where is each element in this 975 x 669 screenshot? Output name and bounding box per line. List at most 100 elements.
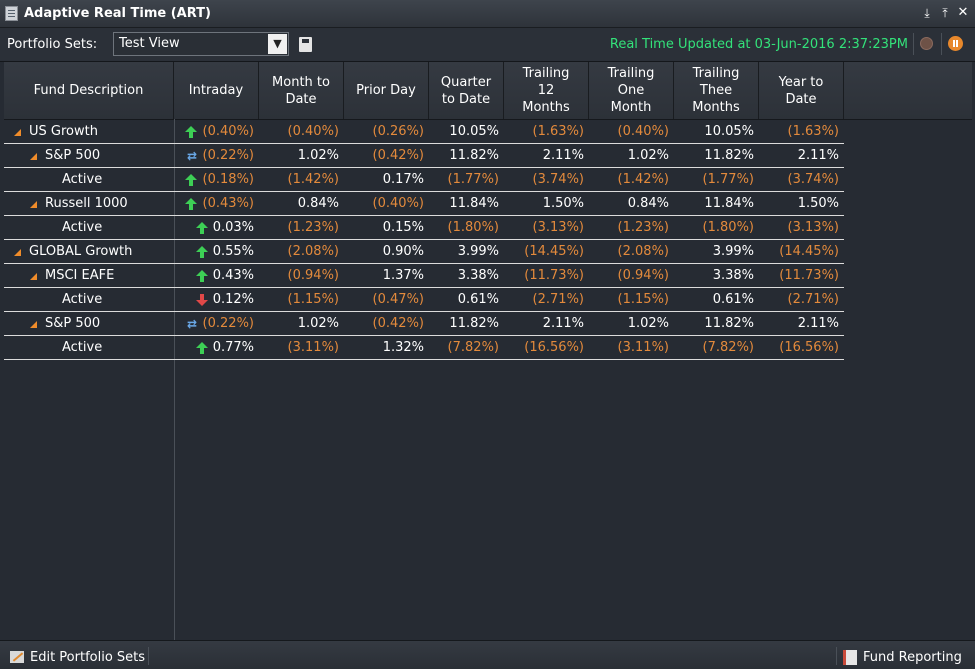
expand-triangle-icon[interactable] <box>30 153 37 160</box>
column-header[interactable]: Intraday <box>174 62 259 119</box>
column-header-label: Month to Date <box>272 74 330 107</box>
table-row[interactable]: Active (0.18%) (1.42%) 0.17% (1.77%) (3.74%) (… <box>4 168 844 192</box>
value-cell: (1.15%) <box>259 288 344 311</box>
column-header[interactable]: Trailing 12 Months <box>504 62 589 119</box>
value-cell: 1.02% <box>589 144 674 167</box>
value-cell: (0.47%) <box>344 288 429 311</box>
column-header[interactable]: Trailing Thee Months <box>674 62 759 119</box>
column-header-label: Trailing Thee Months <box>692 66 740 115</box>
table-row[interactable]: US Growth (0.40%) (0.40%) (0.26%) 10.05% (1.6… <box>4 120 844 144</box>
value-text: (1.42%) <box>617 172 669 187</box>
value-cell: (1.80%) <box>674 216 759 239</box>
fund-name: Active <box>62 292 103 307</box>
toolbar-divider <box>913 33 914 55</box>
value-text: 2.11% <box>542 148 584 163</box>
value-cell: (3.74%) <box>504 168 589 191</box>
column-header-label: Quarter to Date <box>440 74 492 107</box>
column-header[interactable]: Month to Date <box>259 62 344 119</box>
value-text: 10.05% <box>704 124 754 139</box>
pin-top-icon[interactable]: ⤒ <box>942 6 948 20</box>
calculator-icon <box>5 6 18 21</box>
value-cell: (1.23%) <box>589 216 674 239</box>
arrow-up-icon <box>185 126 197 138</box>
edit-icon[interactable] <box>10 651 24 663</box>
column-header[interactable]: Trailing One Month <box>589 62 674 119</box>
value-cell: 0.61% <box>674 288 759 311</box>
value-text: 0.03% <box>212 220 254 235</box>
value-cell: (3.11%) <box>259 336 344 359</box>
value-cell: 2.11% <box>504 144 589 167</box>
column-header[interactable]: Prior Day <box>344 62 429 119</box>
edit-portfolio-sets-button[interactable]: Edit Portfolio Sets <box>30 650 146 665</box>
table-row[interactable]: Russell 1000 (0.43%) 0.84% (0.40%) 11.84% 1.5… <box>4 192 844 216</box>
table-row[interactable]: Active 0.12% (1.15%) (0.47%) 0.61% (2.71%) (1.… <box>4 288 844 312</box>
expand-triangle-icon[interactable] <box>30 273 37 280</box>
value-text: (1.42%) <box>287 172 339 187</box>
value-cell: (0.26%) <box>344 120 429 143</box>
value-text: (1.15%) <box>617 292 669 307</box>
table-row[interactable]: Active 0.03% (1.23%) 0.15% (1.80%) (3.13%) (1.… <box>4 216 844 240</box>
fund-description-cell: MSCI EAFE <box>4 264 174 287</box>
value-cell: 0.55% <box>174 240 259 263</box>
close-icon[interactable]: ✕ <box>957 5 969 20</box>
footer-divider <box>148 647 149 665</box>
fund-reporting-button[interactable]: Fund Reporting <box>863 650 962 665</box>
value-cell: 0.15% <box>344 216 429 239</box>
value-text: 2.11% <box>797 316 839 331</box>
value-cell: 10.05% <box>429 120 504 143</box>
value-text: 0.77% <box>212 340 254 355</box>
portfolio-set-dropdown[interactable]: Test View ▼ <box>113 32 289 56</box>
value-cell: (0.40%) <box>589 120 674 143</box>
value-text: 1.02% <box>627 316 669 331</box>
fund-name: Active <box>62 340 103 355</box>
pause-button[interactable] <box>948 36 963 51</box>
fund-description-cell: GLOBAL Growth <box>4 240 174 263</box>
fund-name: S&P 500 <box>45 148 101 163</box>
report-icon[interactable] <box>843 650 857 665</box>
expand-triangle-icon[interactable] <box>14 129 21 136</box>
value-text: 11.84% <box>449 196 499 211</box>
table-row[interactable]: S&P 500 ⇄ (0.22%) 1.02% (0.42%) 11.82% 2.11% 1.… <box>4 312 844 336</box>
value-text: (3.13%) <box>787 220 839 235</box>
value-cell: 1.02% <box>259 312 344 335</box>
save-icon[interactable] <box>299 37 312 52</box>
value-text: (7.82%) <box>447 340 499 355</box>
table-row[interactable]: MSCI EAFE 0.43% (0.94%) 1.37% 3.38% (11.73%) (… <box>4 264 844 288</box>
download-icon[interactable]: ⤓ <box>924 6 930 20</box>
value-text: 11.82% <box>449 148 499 163</box>
value-text: 10.05% <box>449 124 499 139</box>
fund-name: Active <box>62 172 103 187</box>
table-row[interactable]: Active 0.77% (3.11%) 1.32% (7.82%) (16.56%) (3… <box>4 336 844 360</box>
value-text: (3.11%) <box>287 340 339 355</box>
value-text: (1.23%) <box>287 220 339 235</box>
column-header[interactable]: Quarter to Date <box>429 62 504 119</box>
fund-grid: Fund Description Intraday Month to Date Prio… <box>4 62 973 640</box>
value-cell: (0.42%) <box>344 312 429 335</box>
fund-description-cell: Active <box>4 168 174 191</box>
value-text: (1.77%) <box>702 172 754 187</box>
column-header[interactable]: Year to Date <box>759 62 844 119</box>
column-header[interactable]: Fund Description <box>4 62 174 119</box>
refresh-icon: ⇄ <box>186 149 197 163</box>
expand-triangle-icon[interactable] <box>14 249 21 256</box>
expand-triangle-icon[interactable] <box>30 201 37 208</box>
realtime-status: Real Time Updated at 03-Jun-2016 2:37:23… <box>609 37 908 52</box>
value-cell: (7.82%) <box>674 336 759 359</box>
value-text: (2.08%) <box>287 244 339 259</box>
table-row[interactable]: GLOBAL Growth 0.55% (2.08%) 0.90% 3.99% (14.4… <box>4 240 844 264</box>
value-text: 1.02% <box>297 316 339 331</box>
chevron-down-icon[interactable]: ▼ <box>268 34 287 54</box>
value-cell: 2.11% <box>759 312 844 335</box>
record-button[interactable] <box>920 37 933 50</box>
value-text: 1.50% <box>797 196 839 211</box>
value-text: 2.11% <box>542 316 584 331</box>
value-text: 11.82% <box>449 316 499 331</box>
expand-triangle-icon[interactable] <box>30 321 37 328</box>
window-title: Adaptive Real Time (ART) <box>24 6 211 21</box>
value-cell: 11.82% <box>429 312 504 335</box>
value-cell: 3.99% <box>674 240 759 263</box>
value-cell: (0.94%) <box>259 264 344 287</box>
table-row[interactable]: S&P 500 ⇄ (0.22%) 1.02% (0.42%) 11.82% 2.11% 1.… <box>4 144 844 168</box>
value-text: (7.82%) <box>702 340 754 355</box>
value-cell: (1.23%) <box>259 216 344 239</box>
